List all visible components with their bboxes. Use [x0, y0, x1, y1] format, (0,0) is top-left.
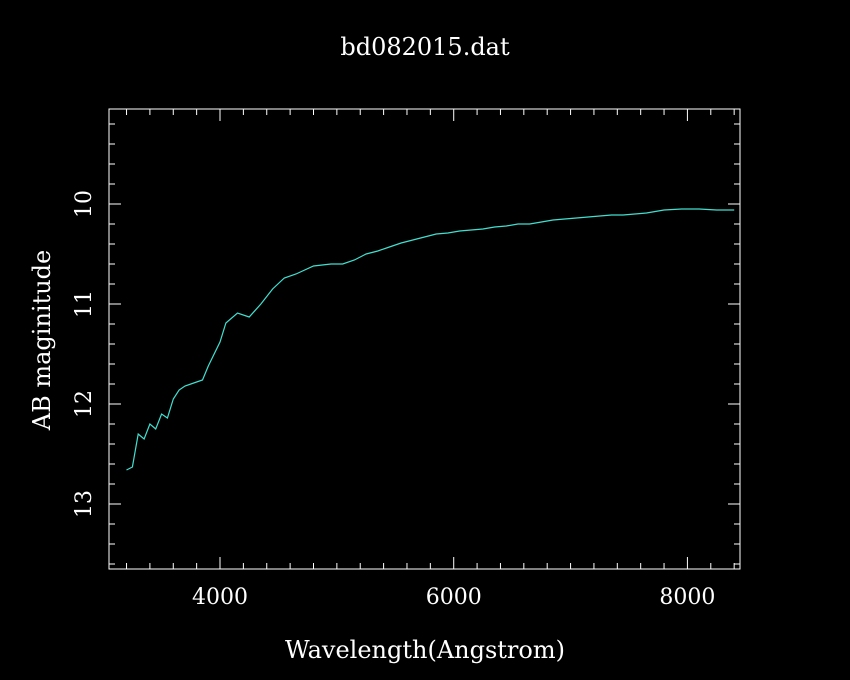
- axis-ticks: [109, 109, 740, 569]
- x-tick-label: 8000: [659, 585, 715, 610]
- y-tick-label: 10: [72, 190, 97, 218]
- spectrum-line: [126, 208, 735, 471]
- data-series: [126, 208, 735, 471]
- y-tick-label: 13: [72, 490, 97, 518]
- chart-title: bd082015.dat: [340, 33, 510, 61]
- x-tick-label: 6000: [426, 585, 482, 610]
- y-tick-label: 12: [72, 390, 97, 418]
- x-axis-label: Wavelength(Angstrom): [285, 636, 565, 664]
- axis-tick-labels: 4000 6000 8000 10 11 12 13: [72, 190, 715, 610]
- plot-frame: [108, 108, 741, 570]
- y-axis-label: AB maginitude: [28, 250, 56, 432]
- x-tick-label: 4000: [192, 585, 248, 610]
- y-tick-label: 11: [72, 290, 97, 318]
